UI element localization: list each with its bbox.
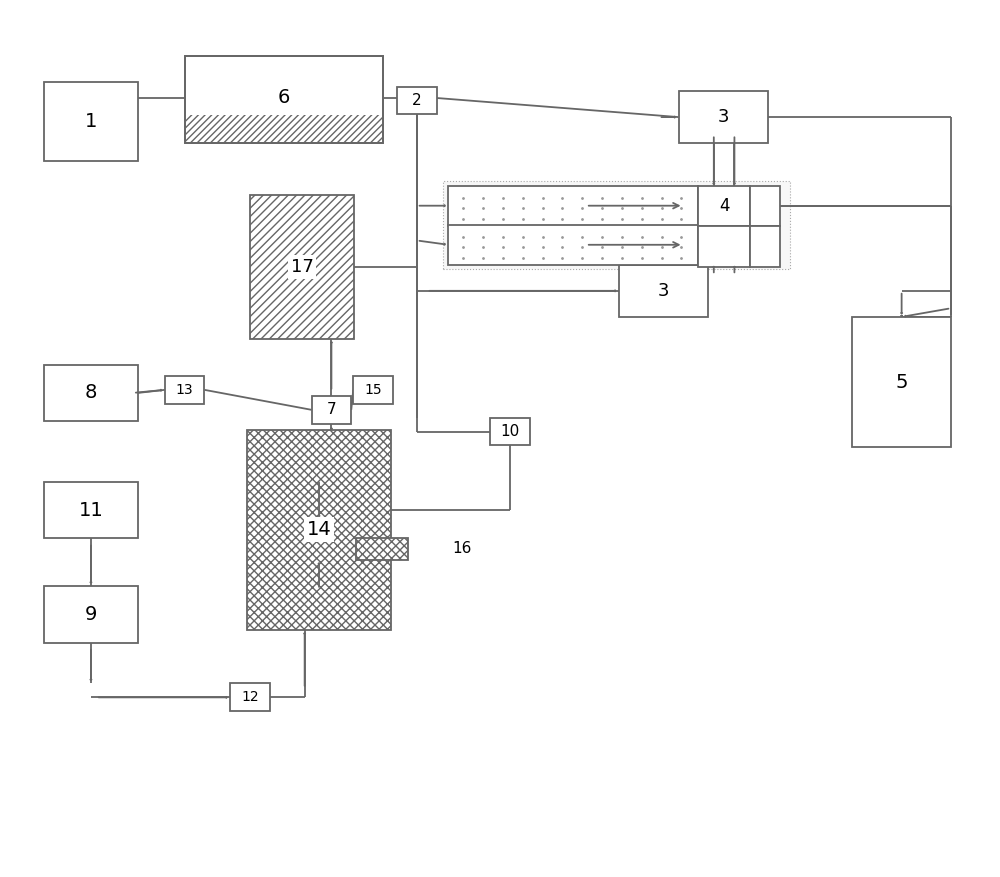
Bar (230, 683, 270, 711)
Text: 11: 11 (79, 501, 103, 520)
Bar (443, 182, 790, 269)
Bar (448, 225, 698, 265)
Text: 17: 17 (291, 258, 314, 276)
Text: 10: 10 (500, 424, 520, 439)
Bar (448, 186, 698, 225)
Bar (44, 82, 138, 160)
Bar (353, 376, 393, 403)
Text: 9: 9 (85, 605, 97, 624)
Text: 6: 6 (278, 89, 290, 108)
Bar (44, 482, 138, 538)
Text: 16: 16 (453, 541, 472, 556)
Bar (698, 226, 750, 267)
Bar (750, 186, 780, 226)
Text: 12: 12 (241, 690, 259, 704)
Text: 4: 4 (719, 197, 729, 215)
Bar (679, 91, 768, 143)
Bar (397, 87, 437, 115)
Text: 3: 3 (658, 282, 669, 300)
Text: 7: 7 (327, 403, 336, 417)
Bar (44, 586, 138, 643)
Text: 14: 14 (307, 520, 331, 539)
Bar (185, 116, 383, 143)
Bar (356, 538, 408, 560)
Bar (852, 317, 951, 447)
Bar (312, 396, 351, 424)
Bar (250, 196, 354, 339)
Bar (247, 430, 391, 630)
Text: 3: 3 (717, 108, 729, 126)
Text: 15: 15 (364, 383, 382, 397)
Bar (185, 56, 383, 143)
Bar (356, 538, 408, 560)
Bar (698, 186, 750, 226)
Bar (185, 56, 383, 143)
Bar (490, 417, 530, 446)
Bar (619, 265, 708, 317)
Bar (44, 365, 138, 421)
Bar (247, 430, 391, 630)
Bar (165, 376, 204, 403)
Text: 1: 1 (85, 112, 97, 131)
Bar (250, 196, 354, 339)
Text: 2: 2 (412, 93, 422, 108)
Bar (750, 226, 780, 267)
Text: 13: 13 (176, 383, 193, 397)
Text: 5: 5 (895, 373, 908, 391)
Text: 8: 8 (85, 383, 97, 403)
